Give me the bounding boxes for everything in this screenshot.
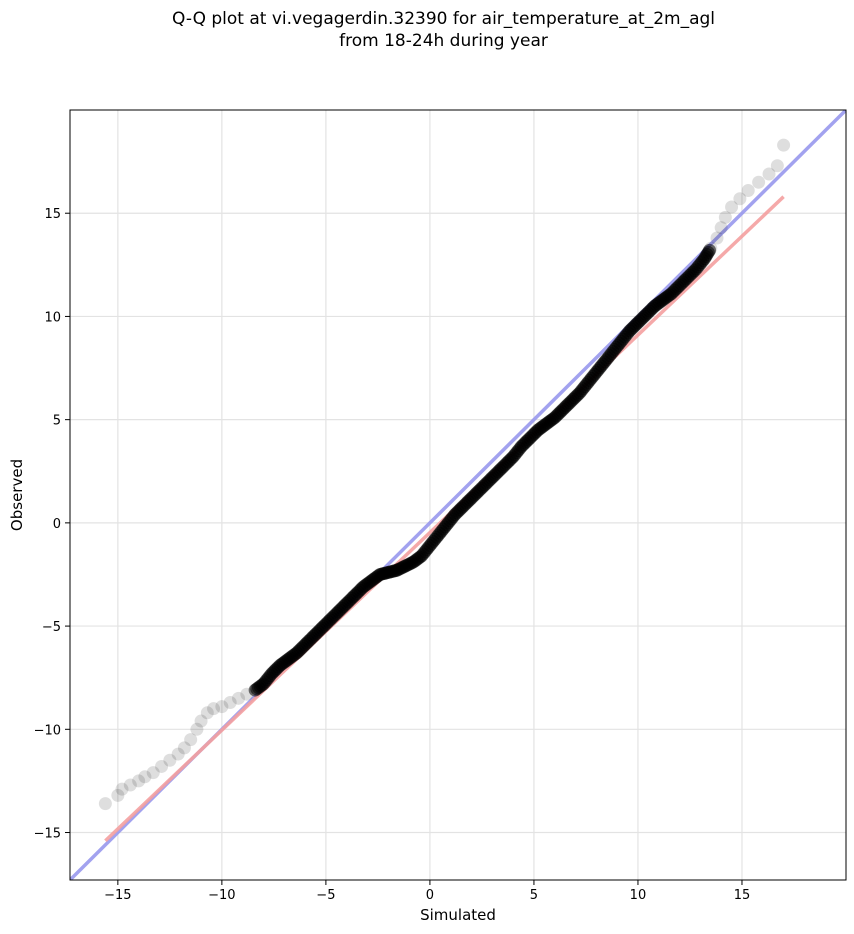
- chart-title-line-2: from 18-24h during year: [339, 31, 548, 51]
- qq-point: [752, 175, 766, 189]
- qq-point: [177, 741, 191, 755]
- x-tick-label: −10: [208, 888, 235, 903]
- qq-point: [703, 243, 717, 257]
- qq-point: [777, 138, 791, 152]
- plot-frame: [69, 109, 847, 881]
- reference-lines: [70, 110, 846, 880]
- y-tick-label: −5: [42, 620, 61, 635]
- qq-point: [733, 192, 747, 206]
- qq-point: [194, 714, 208, 728]
- qq-point: [710, 231, 724, 245]
- qq-point: [200, 706, 214, 720]
- x-tick-label: 15: [734, 888, 751, 903]
- qq-point: [138, 770, 152, 784]
- x-tick-label: −5: [316, 888, 335, 903]
- grid: [70, 110, 846, 880]
- qq-point: [98, 797, 112, 811]
- y-tick-label: 5: [53, 414, 61, 429]
- x-axis-ticks: −15 −10 −5 0 5 10 15: [104, 880, 750, 903]
- y-tick-label: −15: [34, 827, 61, 842]
- qq-point: [171, 747, 185, 761]
- x-tick-label: −15: [104, 888, 131, 903]
- y-tick-label: 15: [44, 207, 61, 222]
- data-points: [98, 138, 791, 811]
- chart-title: Q-Q plot at vi.vegagerdin.32390 for air_…: [0, 8, 854, 52]
- qq-point: [741, 184, 755, 198]
- qq-point: [762, 167, 776, 181]
- qq-point: [132, 774, 146, 788]
- qq-point: [232, 691, 246, 705]
- x-axis-label: Simulated: [420, 906, 496, 924]
- y-axis-ticks: −15 −10 −5 0 5 10 15: [34, 207, 70, 842]
- y-tick-label: 10: [44, 310, 61, 325]
- qq-point: [215, 700, 229, 714]
- qq-point: [207, 702, 221, 716]
- x-tick-label: 5: [530, 888, 538, 903]
- qq-point: [184, 733, 198, 747]
- qq-point: [146, 766, 160, 780]
- qq-point: [714, 221, 728, 235]
- qq-point: [770, 159, 784, 173]
- y-tick-label: −10: [34, 723, 61, 738]
- qq-point: [155, 759, 169, 773]
- qq-point: [190, 722, 204, 736]
- qq-point: [111, 788, 125, 802]
- qq-point: [163, 753, 177, 767]
- qq-point: [115, 782, 129, 796]
- qq-point: [704, 241, 718, 255]
- x-tick-label: 10: [630, 888, 647, 903]
- chart-title-line-1: Q-Q plot at vi.vegagerdin.32390 for air_…: [171, 9, 716, 29]
- x-tick-label: 0: [426, 888, 434, 903]
- qq-point: [725, 200, 739, 214]
- qq-point: [718, 210, 732, 224]
- y-tick-label: 0: [53, 517, 61, 532]
- y-axis-label: Observed: [8, 459, 26, 531]
- qq-point: [123, 778, 137, 792]
- qq-point: [223, 695, 237, 709]
